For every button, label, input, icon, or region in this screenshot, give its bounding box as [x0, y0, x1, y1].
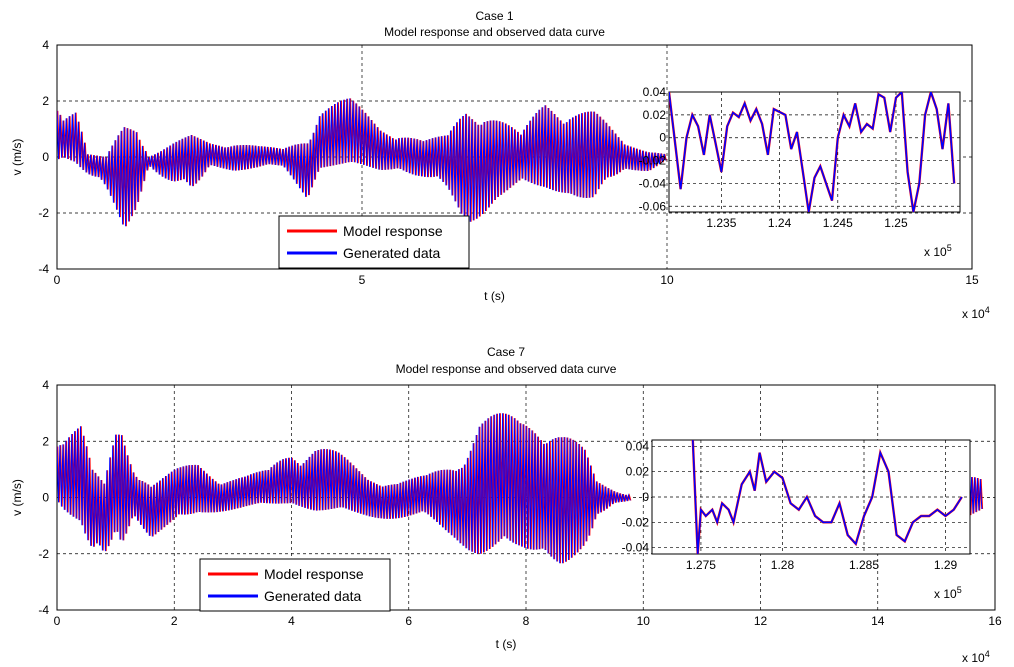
- series-model-response: [57, 98, 667, 227]
- inset-y-tick-label: -0.06: [639, 199, 667, 213]
- y-tick-label: 0: [42, 150, 49, 164]
- y-tick-label: -4: [38, 262, 49, 276]
- y-tick-label: -2: [38, 547, 49, 561]
- chart-title: Case 7: [487, 345, 525, 359]
- x-tick-label: 8: [523, 614, 530, 628]
- legend-label: Model response: [343, 223, 443, 239]
- x-tick-label: 15: [965, 273, 979, 287]
- x-exponent-label: x 104: [962, 305, 990, 321]
- chart-subtitle: Model response and observed data curve: [384, 25, 605, 39]
- inset-series-generated-data: [692, 440, 963, 554]
- inset-y-tick-label: -0.04: [622, 541, 650, 555]
- zoom-inset: 1.275 1.28 1.285 1.29 0.04 0.02 0 -0.02 -0.04 x 1…: [622, 439, 971, 601]
- inset-x-tick-label: 1.285: [849, 558, 879, 572]
- x-tick-label: 6: [405, 614, 412, 628]
- y-tick-label: 4: [42, 38, 49, 52]
- y-axis-label: v (m/s): [10, 139, 24, 176]
- series-generated-data: [57, 413, 631, 564]
- x-tick-label: 4: [288, 614, 295, 628]
- y-tick-label: 4: [42, 378, 49, 392]
- inset-x-tick-label: 1.275: [686, 558, 716, 572]
- legend-label: Model response: [264, 566, 364, 582]
- y-tick-label: 2: [42, 434, 49, 448]
- chart-title: Case 1: [475, 9, 513, 23]
- x-tick-label: 2: [171, 614, 178, 628]
- inset-y-tick-label: 0.02: [626, 465, 650, 479]
- chart-subtitle: Model response and observed data curve: [396, 362, 617, 376]
- inset-x-tick-label: 1.235: [706, 216, 736, 230]
- x-axis-label: t (s): [496, 637, 517, 651]
- inset-y-tick-label: 0.04: [626, 439, 650, 453]
- inset-y-tick-label: -0.04: [639, 176, 667, 190]
- x-axis-label: t (s): [484, 289, 505, 303]
- y-tick-label: -2: [38, 206, 49, 220]
- y-tick-label: 0: [42, 491, 49, 505]
- inset-series-generated-data: [669, 92, 955, 212]
- legend-label: Generated data: [343, 245, 441, 261]
- x-tick-label: 0: [54, 614, 61, 628]
- inset-y-tick-label: 0: [642, 490, 649, 504]
- inset-x-tick-label: 1.24: [768, 216, 792, 230]
- inset-x-exponent-label: x 105: [934, 585, 962, 601]
- inset-x-tick-label: 1.28: [771, 558, 795, 572]
- inset-y-tick-label: 0: [659, 131, 666, 145]
- legend: Model response Generated data: [199, 558, 391, 612]
- x-tick-label: 16: [988, 614, 1002, 628]
- y-axis-label: v (m/s): [10, 479, 24, 516]
- legend-box: [278, 215, 470, 269]
- x-tick-label: 10: [660, 273, 674, 287]
- chart-1: Case 1 Model response and observed data c…: [10, 9, 990, 321]
- chart-2: Case 7 Model response and observed data c…: [10, 345, 1002, 665]
- inset-x-tick-label: 1.25: [884, 216, 908, 230]
- legend-label: Generated data: [264, 588, 362, 604]
- zoom-inset: 1.235 1.24 1.245 1.25 0.04 0.02 0 -0.02 -0.04 -0.…: [639, 85, 961, 259]
- inset-y-tick-label: 0.04: [643, 85, 667, 99]
- inset-x-exponent-label: x 105: [924, 243, 952, 259]
- x-tick-label: 14: [871, 614, 885, 628]
- y-tick-label: 2: [42, 94, 49, 108]
- x-tick-label: 10: [637, 614, 651, 628]
- inset-x-tick-label: 1.245: [823, 216, 853, 230]
- legend-box: [199, 558, 391, 612]
- x-tick-label: 12: [754, 614, 768, 628]
- legend: Model response Generated data: [278, 215, 470, 269]
- inset-x-tick-label: 1.29: [934, 558, 958, 572]
- y-tick-label: -4: [38, 603, 49, 617]
- inset-y-tick-label: 0.02: [643, 108, 667, 122]
- inset-y-tick-label: -0.02: [622, 515, 650, 529]
- series-generated-data: [57, 98, 666, 227]
- x-exponent-label: x 104: [962, 649, 990, 665]
- x-tick-label: 5: [359, 273, 366, 287]
- inset-y-tick-label: -0.02: [639, 154, 667, 168]
- x-tick-label: 0: [54, 273, 61, 287]
